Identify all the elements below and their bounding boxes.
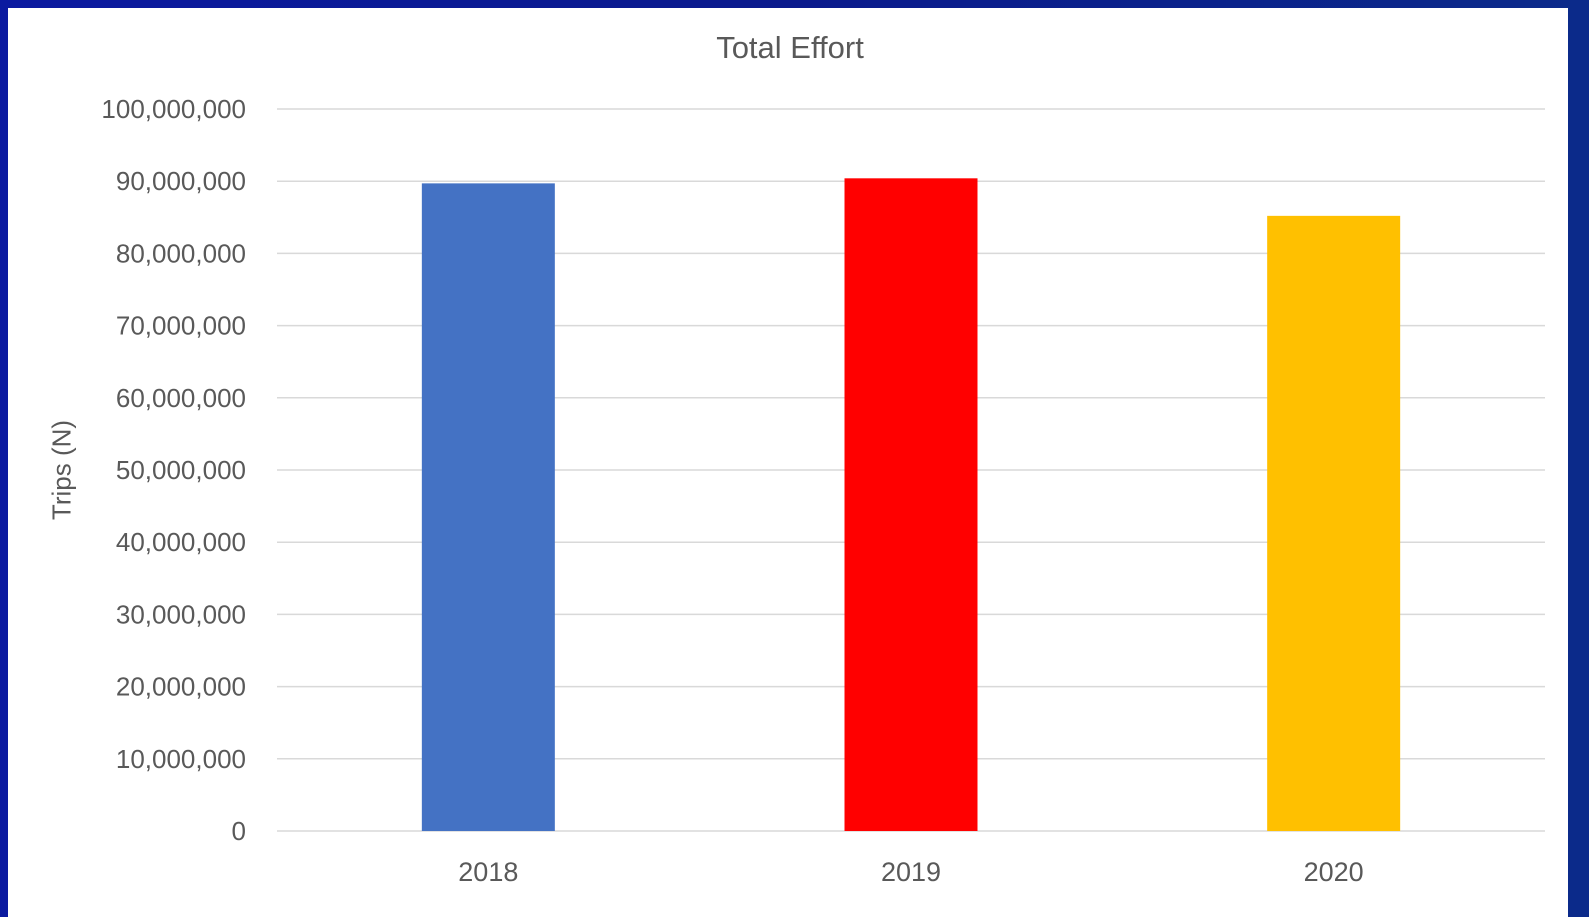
y-tick-label: 0: [232, 816, 246, 846]
bar-2018: [421, 183, 555, 832]
bar-2019: [844, 178, 978, 831]
bars: [421, 178, 1401, 832]
y-tick-label: 80,000,000: [116, 238, 246, 268]
x-tick-labels: 2018 2019 2020: [458, 857, 1363, 887]
y-tick-label: 50,000,000: [116, 455, 246, 485]
y-tick-label: 30,000,000: [116, 599, 246, 629]
x-tick-label: 2019: [881, 857, 941, 887]
y-tick-label: 10,000,000: [116, 744, 246, 774]
y-tick-label: 70,000,000: [116, 311, 246, 341]
y-tick-labels: 0 10,000,000 20,000,000 30,000,000 40,000,00…: [101, 94, 246, 846]
bar-2020: [1267, 215, 1401, 831]
x-tick-label: 2020: [1304, 857, 1364, 887]
y-tick-label: 40,000,000: [116, 527, 246, 557]
y-tick-label: 60,000,000: [116, 383, 246, 413]
y-tick-label: 20,000,000: [116, 672, 246, 702]
chart-title: Total Effort: [716, 30, 864, 65]
x-tick-label: 2018: [458, 857, 518, 887]
y-tick-label: 100,000,000: [101, 94, 246, 124]
y-tick-label: 90,000,000: [116, 166, 246, 196]
